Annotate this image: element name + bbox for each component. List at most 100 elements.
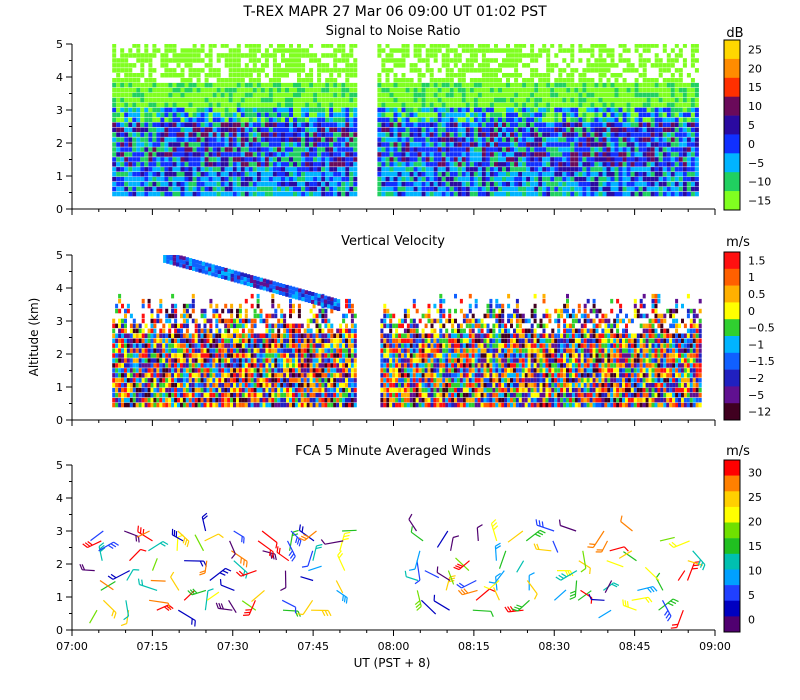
colorbar-swatch xyxy=(724,302,740,320)
x-tick-label: 08:45 xyxy=(619,640,651,653)
y-tick-label: 5 xyxy=(56,249,63,262)
y-tick-label: 5 xyxy=(56,38,63,51)
colorbar-label: −5 xyxy=(748,157,764,170)
y-tick-label: 0 xyxy=(56,203,63,216)
y-tick-label: 3 xyxy=(56,315,63,328)
colorbar-frame xyxy=(723,459,741,633)
colorbar-swatch xyxy=(724,585,740,601)
colorbar-label: 1 xyxy=(748,271,755,284)
colorbar-label: 30 xyxy=(748,466,762,479)
colorbar-label: 1.5 xyxy=(748,254,766,267)
colorbar-label: −15 xyxy=(748,195,771,208)
colorbar-swatch xyxy=(724,58,740,79)
vv-units-label: m/s xyxy=(726,235,750,250)
colorbar-frame xyxy=(723,251,741,421)
colorbar-label: −1.5 xyxy=(748,355,775,368)
colorbar-label: 10 xyxy=(748,565,762,578)
colorbar-swatch xyxy=(724,172,740,192)
colorbar-swatch xyxy=(724,153,740,173)
y-tick-label: 3 xyxy=(56,104,63,117)
wind-barbs xyxy=(79,512,706,629)
colorbar-label: 5 xyxy=(748,589,755,602)
colorbar-swatch xyxy=(724,553,740,570)
y-tick-label: 1 xyxy=(56,591,63,604)
x-tick-label: 08:00 xyxy=(378,640,410,653)
colorbar-swatch xyxy=(724,115,740,135)
colorbar-frame xyxy=(723,39,741,211)
y-tick-label: 0 xyxy=(56,414,63,427)
y-tick-label: 1 xyxy=(56,170,63,183)
colorbar-label: 15 xyxy=(748,81,762,94)
colorbar-swatch xyxy=(724,386,740,404)
colorbar-swatch xyxy=(724,369,740,387)
colorbar-swatch xyxy=(724,285,740,303)
colorbar-swatch xyxy=(724,491,740,508)
colorbar-label: −0.5 xyxy=(748,322,775,335)
y-tick-label: 1 xyxy=(56,381,63,394)
colorbar-swatch xyxy=(724,319,740,337)
y-axis-label: Altitude (km) xyxy=(27,298,41,377)
x-axis-label: UT (PST + 8) xyxy=(354,656,431,670)
colorbar-label: 0 xyxy=(748,138,755,151)
colorbar-swatch xyxy=(724,96,740,116)
colorbar-label: −1 xyxy=(748,338,764,351)
colorbar-swatch xyxy=(724,616,740,633)
panel-wind-title: FCA 5 Minute Averaged Winds xyxy=(295,444,491,459)
x-tick-label: 07:30 xyxy=(217,640,249,653)
colorbar-label: −5 xyxy=(748,389,764,402)
colorbar-swatch xyxy=(724,460,740,476)
y-tick-label: 2 xyxy=(56,137,63,150)
colorbar-swatch xyxy=(724,538,740,555)
colorbar-swatch xyxy=(724,40,740,60)
colorbar-label: 0 xyxy=(748,305,755,318)
x-tick-label: 07:45 xyxy=(297,640,329,653)
y-tick-label: 2 xyxy=(56,348,63,361)
colorbar-label: 5 xyxy=(748,119,755,132)
y-tick-label: 0 xyxy=(56,624,63,637)
colorbar-label: 15 xyxy=(748,540,762,553)
colorbar-swatch xyxy=(724,506,740,523)
colorbar-swatch xyxy=(724,336,740,354)
colorbar-label: −2 xyxy=(748,372,764,385)
colorbars: 25 20 15 10 5 0 −5 −10 −15 1.5 1 0.5 0 −0.5 −1 −1.5 −2 −5… xyxy=(723,39,775,633)
y-tick-label: 4 xyxy=(56,282,63,295)
colorbar-label: −12 xyxy=(748,406,771,419)
colorbar-label: −10 xyxy=(748,176,771,189)
x-tick-label: 08:30 xyxy=(538,640,570,653)
colorbar-swatch xyxy=(724,475,740,492)
wind-units-label: m/s xyxy=(726,444,750,459)
y-tick-label: 4 xyxy=(56,71,63,84)
colorbar-label: 10 xyxy=(748,100,762,113)
panel-snr-title: Signal to Noise Ratio xyxy=(326,24,461,39)
y-tick-label: 5 xyxy=(56,459,63,472)
colorbar-swatch xyxy=(724,352,740,370)
panel-vv-title: Vertical Velocity xyxy=(341,234,445,249)
colorbar-label: 0.5 xyxy=(748,288,766,301)
colorbar-swatch xyxy=(724,600,740,617)
colorbar-swatch xyxy=(724,522,740,539)
colorbar-swatch xyxy=(724,403,740,421)
y-tick-label: 4 xyxy=(56,492,63,505)
snr-units-label: dB xyxy=(726,26,743,41)
vertical-velocity-heatmap xyxy=(112,255,702,408)
snr-heatmap xyxy=(112,44,699,197)
x-tick-label: 09:00 xyxy=(699,640,731,653)
x-tick-label: 07:15 xyxy=(137,640,169,653)
colorbar-swatch xyxy=(724,268,740,286)
x-tick-label: 08:15 xyxy=(458,640,490,653)
colorbar-label: 0 xyxy=(748,614,755,627)
colorbar-swatch xyxy=(724,134,740,154)
colorbar-label: 20 xyxy=(748,515,762,528)
colorbar-swatch xyxy=(724,77,740,97)
colorbar-label: 25 xyxy=(748,43,762,56)
colorbar-swatch xyxy=(724,569,740,586)
colorbar-label: 25 xyxy=(748,491,762,504)
colorbar-label: 20 xyxy=(748,62,762,75)
colorbar-swatch xyxy=(724,252,740,270)
axes: 0 1 2 3 4 5 0 1 2 3 4 5 0 1 2 3 4 5 07:00 07:15 07:30 07:45 08… xyxy=(56,38,731,653)
y-tick-label: 2 xyxy=(56,558,63,571)
colorbar-swatch xyxy=(724,191,740,211)
figure-title: T-REX MAPR 27 Mar 06 09:00 UT 01:02 PST xyxy=(242,4,547,20)
x-tick-label: 07:00 xyxy=(56,640,88,653)
